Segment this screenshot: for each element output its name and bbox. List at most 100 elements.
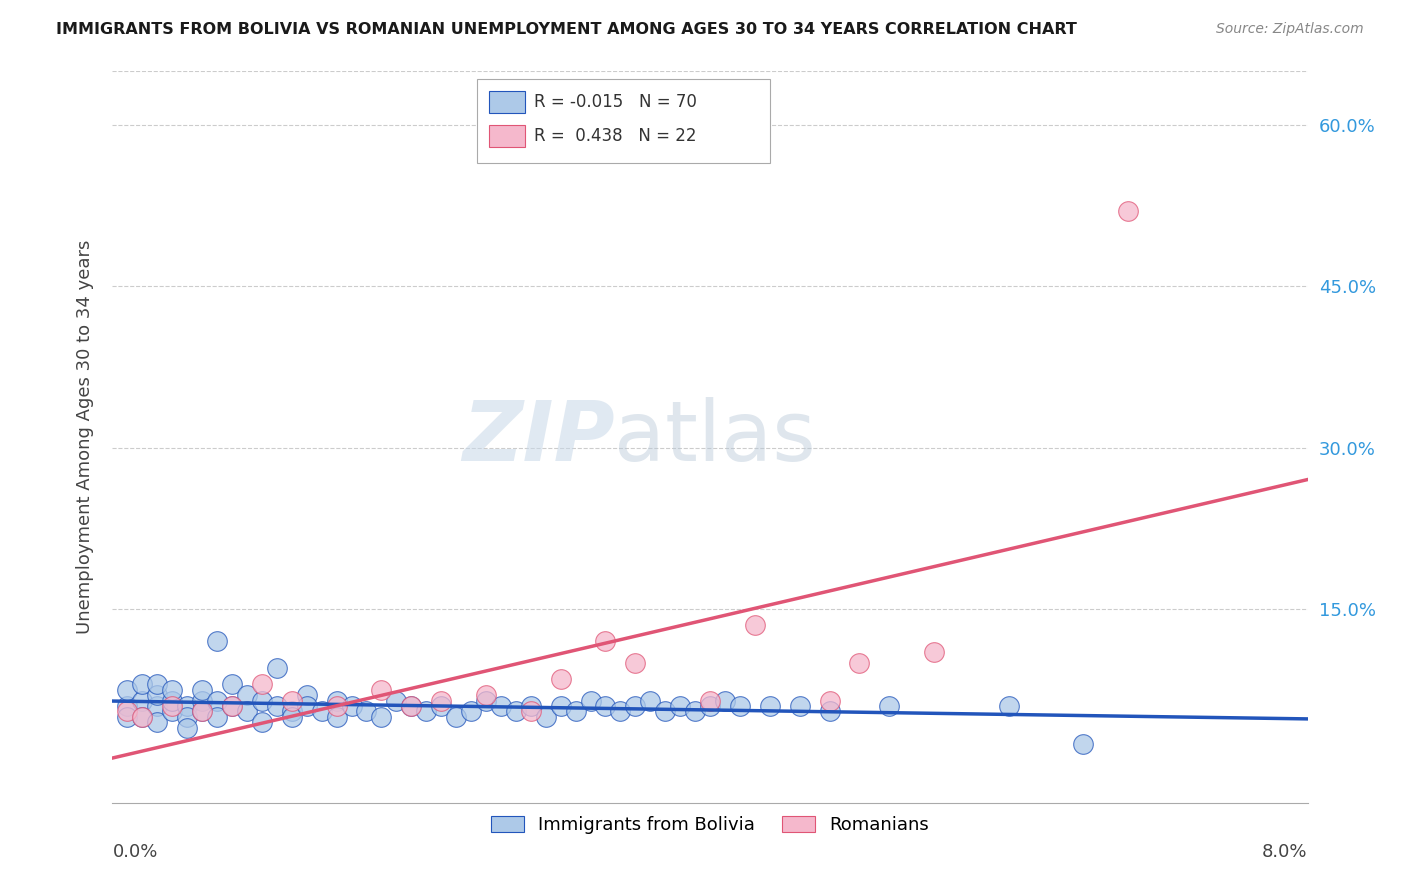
Point <box>579 693 602 707</box>
Point <box>520 705 543 719</box>
Point <box>162 682 183 697</box>
Point <box>176 698 198 713</box>
Point <box>205 634 228 648</box>
Text: R = -0.015   N = 70: R = -0.015 N = 70 <box>534 93 697 112</box>
Point <box>430 693 453 707</box>
Point <box>191 693 214 707</box>
Point <box>295 698 318 713</box>
Point <box>146 688 169 702</box>
Point <box>146 715 169 730</box>
Point <box>162 698 183 713</box>
Point <box>818 693 841 707</box>
Point <box>489 698 512 713</box>
Text: IMMIGRANTS FROM BOLIVIA VS ROMANIAN UNEMPLOYMENT AMONG AGES 30 TO 34 YEARS CORRE: IMMIGRANTS FROM BOLIVIA VS ROMANIAN UNEM… <box>56 22 1077 37</box>
Point <box>430 698 453 713</box>
Point <box>236 688 259 702</box>
FancyBboxPatch shape <box>477 78 770 163</box>
Point <box>460 705 482 719</box>
Point <box>564 705 586 719</box>
Point <box>250 693 273 707</box>
Point <box>146 698 169 713</box>
Point <box>131 710 153 724</box>
Text: ZIP: ZIP <box>461 397 614 477</box>
Point <box>998 698 1021 713</box>
Point <box>370 682 392 697</box>
Point <box>550 672 572 686</box>
Point <box>340 698 363 713</box>
Point <box>131 677 153 691</box>
Point <box>131 710 153 724</box>
Point <box>325 693 347 707</box>
Point <box>444 710 467 724</box>
Point <box>401 698 423 713</box>
Point <box>356 705 378 719</box>
Point <box>221 698 243 713</box>
Point <box>205 710 228 724</box>
Point <box>744 618 766 632</box>
Point <box>595 634 617 648</box>
FancyBboxPatch shape <box>489 125 524 146</box>
Point <box>131 693 153 707</box>
Point <box>640 693 662 707</box>
Text: R =  0.438   N = 22: R = 0.438 N = 22 <box>534 127 697 145</box>
Point <box>415 705 437 719</box>
Point <box>1073 737 1095 751</box>
Point <box>191 705 214 719</box>
Point <box>325 710 347 724</box>
Point <box>595 698 617 713</box>
Point <box>281 705 304 719</box>
FancyBboxPatch shape <box>489 91 524 113</box>
Point <box>221 698 243 713</box>
Point <box>250 677 273 691</box>
Point <box>281 710 304 724</box>
Point <box>162 705 183 719</box>
Point <box>818 705 841 719</box>
Point <box>520 698 543 713</box>
Point <box>475 688 498 702</box>
Point <box>624 656 647 670</box>
Point <box>683 705 706 719</box>
Point <box>325 698 347 713</box>
Text: atlas: atlas <box>614 397 815 477</box>
Point <box>281 693 304 707</box>
Text: 8.0%: 8.0% <box>1263 843 1308 861</box>
Point <box>117 682 139 697</box>
Point <box>534 710 557 724</box>
Point <box>162 693 183 707</box>
Text: Source: ZipAtlas.com: Source: ZipAtlas.com <box>1216 22 1364 37</box>
Point <box>624 698 647 713</box>
Point <box>654 705 676 719</box>
Legend: Immigrants from Bolivia, Romanians: Immigrants from Bolivia, Romanians <box>484 809 936 841</box>
Point <box>117 705 139 719</box>
Point <box>728 698 751 713</box>
Point <box>191 682 214 697</box>
Point <box>266 698 288 713</box>
Point <box>250 715 273 730</box>
Point <box>236 705 259 719</box>
Point <box>117 710 139 724</box>
Y-axis label: Unemployment Among Ages 30 to 34 years: Unemployment Among Ages 30 to 34 years <box>76 240 94 634</box>
Point <box>385 693 408 707</box>
Point <box>550 698 572 713</box>
Point <box>401 698 423 713</box>
Point <box>205 693 228 707</box>
Point <box>370 710 392 724</box>
Point <box>475 693 498 707</box>
Point <box>714 693 737 707</box>
Point <box>191 705 214 719</box>
Point <box>295 688 318 702</box>
Point <box>877 698 901 713</box>
Point <box>669 698 692 713</box>
Point <box>266 661 288 675</box>
Point <box>609 705 631 719</box>
Point <box>221 677 243 691</box>
Point <box>699 693 721 707</box>
Point <box>117 698 139 713</box>
Point <box>176 710 198 724</box>
Point <box>146 677 169 691</box>
Point <box>848 656 870 670</box>
Point <box>1118 204 1140 219</box>
Point <box>759 698 782 713</box>
Point <box>922 645 945 659</box>
Point <box>311 705 333 719</box>
